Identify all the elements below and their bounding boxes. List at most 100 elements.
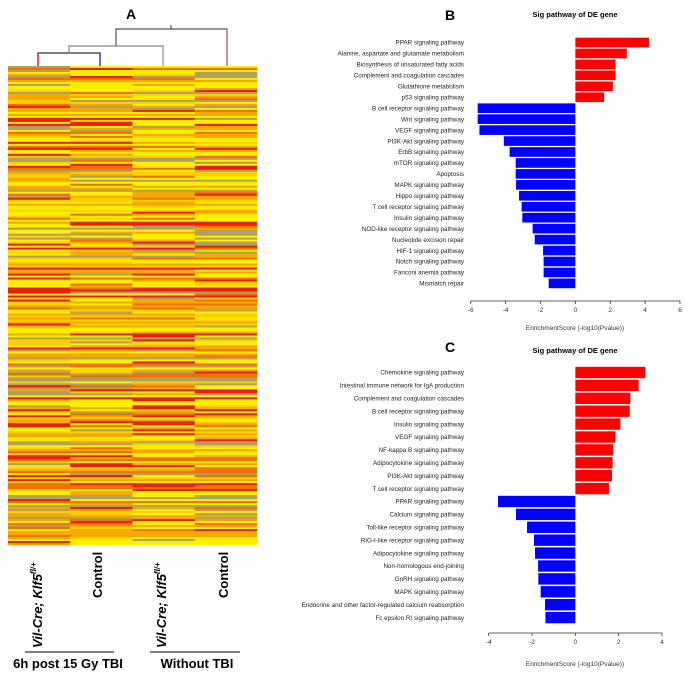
heatmap-cell [8,349,71,352]
heatmap-cell [194,243,258,246]
heatmap-cell [8,419,71,422]
heatmap-cell [194,277,258,280]
heatmap-cell [70,237,133,240]
heatmap-cell [132,505,196,508]
heatmap-cell [8,173,71,177]
heatmap-cell [194,417,258,420]
heatmap-cell [194,163,258,167]
heatmap-cell [70,159,133,163]
heatmap-cell [132,357,196,360]
heatmap-cell [8,475,71,478]
heatmap-cell [132,307,196,310]
heatmap-cell [132,121,196,125]
heatmap-cell [70,409,133,412]
heatmap-cell [8,439,71,442]
heatmap-cell [70,133,133,137]
heatmap-cell [8,489,71,492]
heatmap-cell [70,317,133,320]
heatmap-cell [194,281,258,284]
heatmap-cell [194,231,258,234]
heatmap-cell [194,299,258,302]
heatmap-cell [70,401,133,404]
heatmap-cell [132,423,196,426]
heatmap-cell [70,541,133,544]
x-tick-label: 6 [678,307,682,314]
heatmap-cell [8,85,71,89]
panel-b-label: B [445,7,455,23]
heatmap-cell [8,141,71,145]
heatmap-cell [132,323,196,326]
heatmap-cell [8,413,71,416]
heatmap-cell [132,315,196,318]
heatmap-cell [8,507,71,510]
heatmap-cell [70,123,133,127]
heatmap-cell [132,369,196,372]
dendrogram-branch-3 [115,28,228,66]
heatmap-cell [194,329,258,332]
heatmap-cell [70,87,133,91]
heatmap-cell [70,297,133,300]
heatmap-cell [132,311,196,314]
heatmap-cell [70,165,133,169]
heatmap-cell [70,219,133,222]
heatmap-cell [70,437,133,440]
heatmap-cell [70,431,133,434]
heatmap-cell [132,265,196,268]
heatmap-cell [70,343,133,346]
heatmap-cell [132,477,196,480]
heatmap-cell [194,403,258,406]
heatmap-cell [132,517,196,520]
heatmap-cell [132,509,196,512]
heatmap-cell [8,411,71,414]
heatmap-cell [8,399,71,402]
heatmap-cell [70,403,133,406]
heatmap-cell [70,289,133,292]
heatmap-cell [70,141,133,145]
heatmap-cell [8,227,71,230]
heatmap-cell [194,66,258,69]
heatmap-cell [194,451,258,454]
heatmap-cell [70,109,133,113]
heatmap-cell [70,331,133,334]
heatmap-cell [70,127,133,131]
heatmap-cell [8,239,71,242]
heatmap-cell [70,227,133,230]
heatmap-cell [132,105,196,109]
bar [540,586,576,598]
heatmap-cell [8,219,71,222]
heatmap-cell [194,293,258,296]
bar [535,547,576,559]
heatmap-cell [8,403,71,406]
heatmap-cell [132,85,196,89]
heatmap-cell [70,169,133,173]
category-label: Alanine, aspartate and glutamate metabol… [338,51,464,58]
heatmap-cell [70,333,133,336]
heatmap-cell [194,283,258,286]
heatmap-cell [8,323,71,326]
heatmap-cell [132,413,196,416]
heatmap-cell [70,325,133,328]
heatmap-cell [70,367,133,370]
heatmap-cell [70,153,133,157]
heatmap-cell [194,271,258,274]
heatmap-cell [8,75,71,79]
heatmap-cell [132,133,196,137]
heatmap-cell [8,99,71,103]
bar [532,223,576,234]
heatmap-cell [132,485,196,488]
heatmap-cell [8,511,71,514]
bar [575,457,613,469]
heatmap-cell [70,79,133,83]
heatmap-cell [8,335,71,338]
heatmap-cell [70,513,133,516]
heatmap-cell [132,239,196,242]
category-label: Complement and coagulation cascades [354,73,464,80]
heatmap-cell [8,101,71,105]
heatmap-cell [194,159,258,163]
heatmap-cell [8,377,71,380]
heatmap-cell [132,497,196,500]
heatmap-cell [8,231,71,234]
heatmap-cell [132,217,196,220]
heatmap-cell [8,465,71,468]
heatmap-cell [8,397,71,400]
